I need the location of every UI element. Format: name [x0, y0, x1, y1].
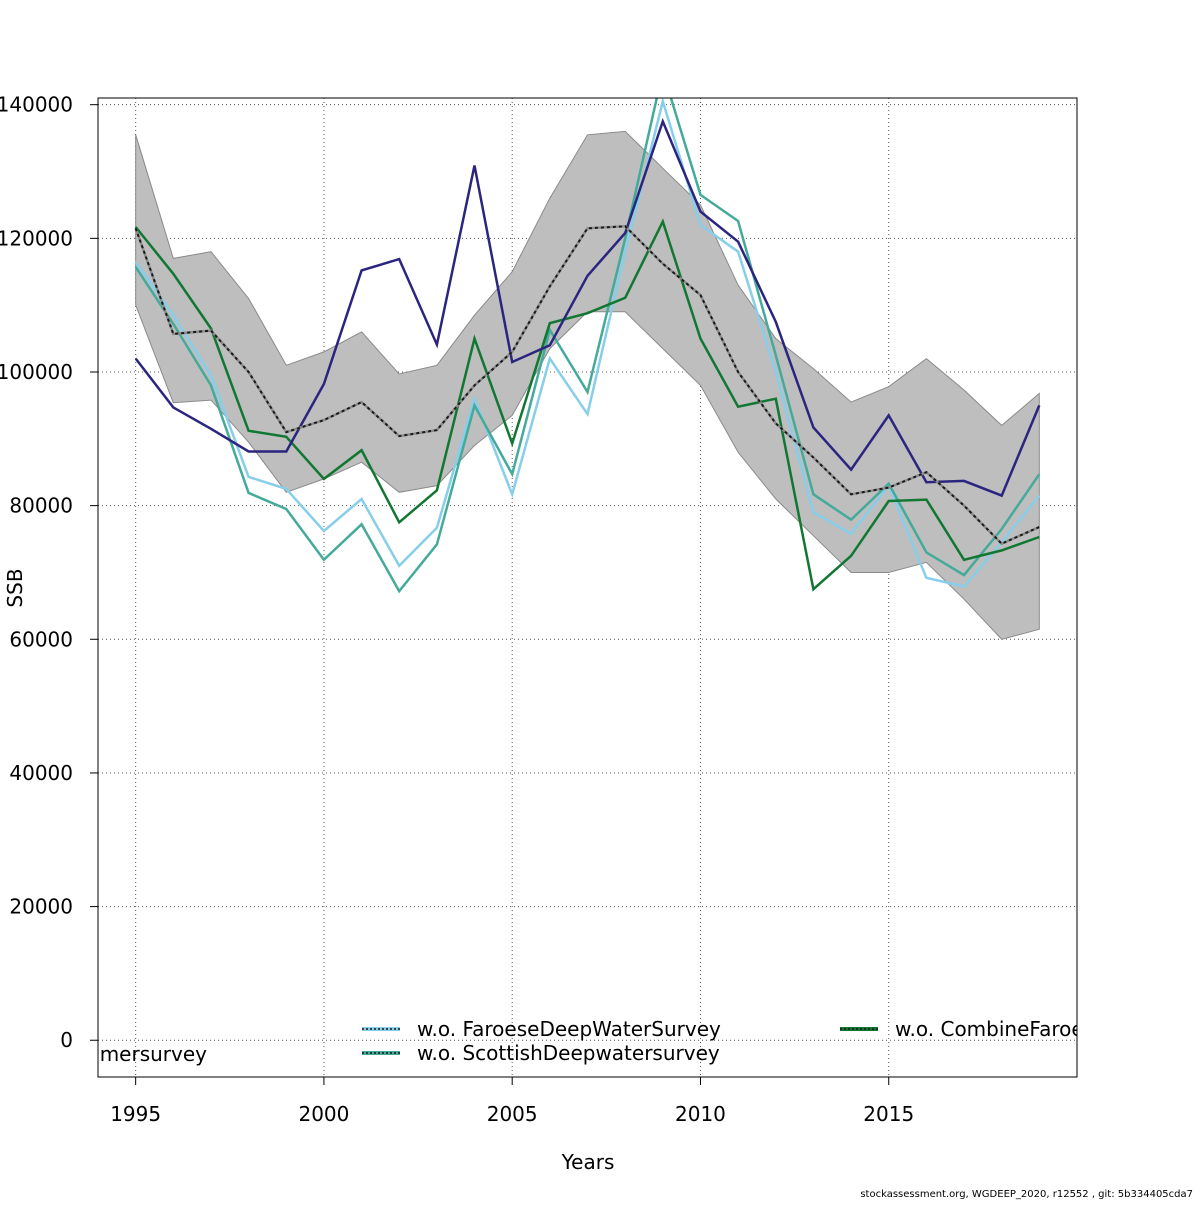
confidence-band-layer [135, 130, 1040, 640]
x-axis: 1995 2000 2005 2010 2015 [110, 1077, 914, 1126]
y-axis: 0 20000 40000 60000 80000 100000 120000 140000 [0, 93, 98, 1052]
credit-text: stockassessment.org, WGDEEP_2020, r12552… [860, 1189, 1193, 1200]
legend-label: w.o. FaroeseDeepWaterSurvey [417, 1017, 721, 1041]
y-tick-label: 100000 [0, 360, 73, 384]
series-layer [134, 98, 1041, 594]
y-tick-label: 140000 [0, 93, 73, 117]
legend-label: w.o. ScottishDeepwatersurvey [417, 1041, 720, 1065]
x-axis-title: Years [561, 1150, 615, 1174]
legend-label-clipped: amersurvey [87, 1042, 207, 1066]
x-tick-label: 1995 [110, 1102, 161, 1126]
x-tick-label: 2015 [863, 1102, 914, 1126]
y-tick-label: 20000 [9, 895, 73, 919]
series-line-3 [134, 98, 1041, 594]
confidence-band [135, 130, 1040, 640]
series-line-1 [134, 117, 1041, 498]
legend-label: w.o. CombineFaroe [895, 1017, 1084, 1041]
series-line-4 [134, 218, 1040, 592]
y-tick-label: 60000 [9, 627, 73, 651]
plot-frame [97, 97, 1078, 1078]
series-line-estimate [134, 225, 1040, 545]
x-tick-label: 2005 [487, 1102, 538, 1126]
y-tick-label: 120000 [0, 226, 73, 250]
y-tick-label: 80000 [9, 494, 73, 518]
x-tick-label: 2000 [298, 1102, 349, 1126]
y-tick-label: 40000 [9, 761, 73, 785]
y-axis-title: SSB [3, 568, 27, 607]
y-tick-label: 0 [60, 1028, 73, 1052]
x-tick-label: 2010 [675, 1102, 726, 1126]
